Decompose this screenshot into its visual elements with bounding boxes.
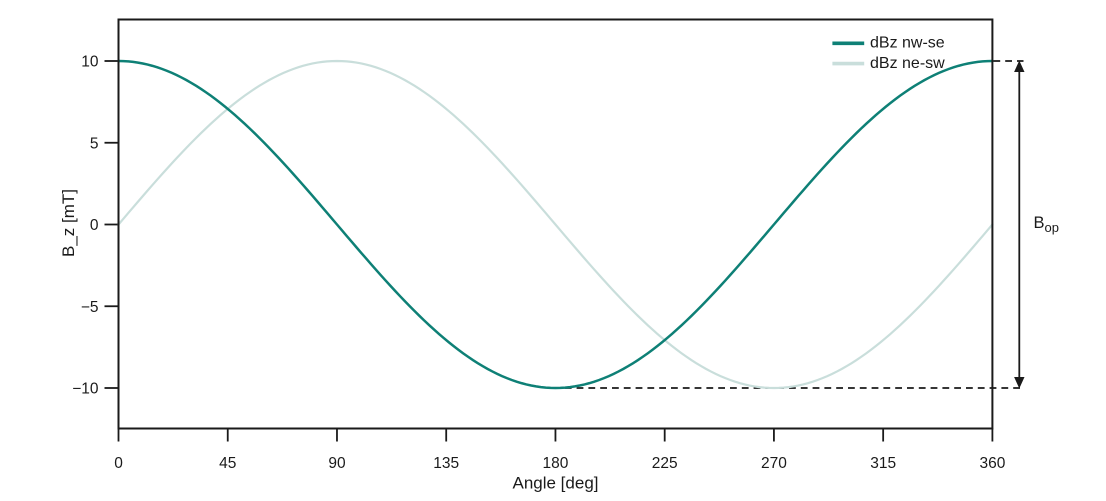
svg-text:dBz ne-sw: dBz ne-sw xyxy=(870,55,945,72)
svg-text:0: 0 xyxy=(114,455,123,472)
svg-text:135: 135 xyxy=(433,455,459,472)
svg-text:360: 360 xyxy=(979,455,1005,472)
svg-text:45: 45 xyxy=(219,455,236,472)
svg-text:225: 225 xyxy=(652,455,678,472)
svg-text:−5: −5 xyxy=(81,299,99,316)
svg-text:270: 270 xyxy=(761,455,787,472)
svg-text:5: 5 xyxy=(90,135,99,152)
svg-text:90: 90 xyxy=(328,455,346,472)
svg-text:180: 180 xyxy=(543,455,569,472)
svg-text:315: 315 xyxy=(870,455,896,472)
svg-text:Bop: Bop xyxy=(1034,214,1059,235)
svg-text:B_z [mT]: B_z [mT] xyxy=(59,189,78,257)
svg-text:10: 10 xyxy=(81,54,99,71)
svg-text:dBz nw-se: dBz nw-se xyxy=(870,34,945,51)
svg-text:0: 0 xyxy=(90,217,99,234)
svg-text:Angle [deg]: Angle [deg] xyxy=(512,474,598,493)
svg-text:−10: −10 xyxy=(72,381,99,398)
